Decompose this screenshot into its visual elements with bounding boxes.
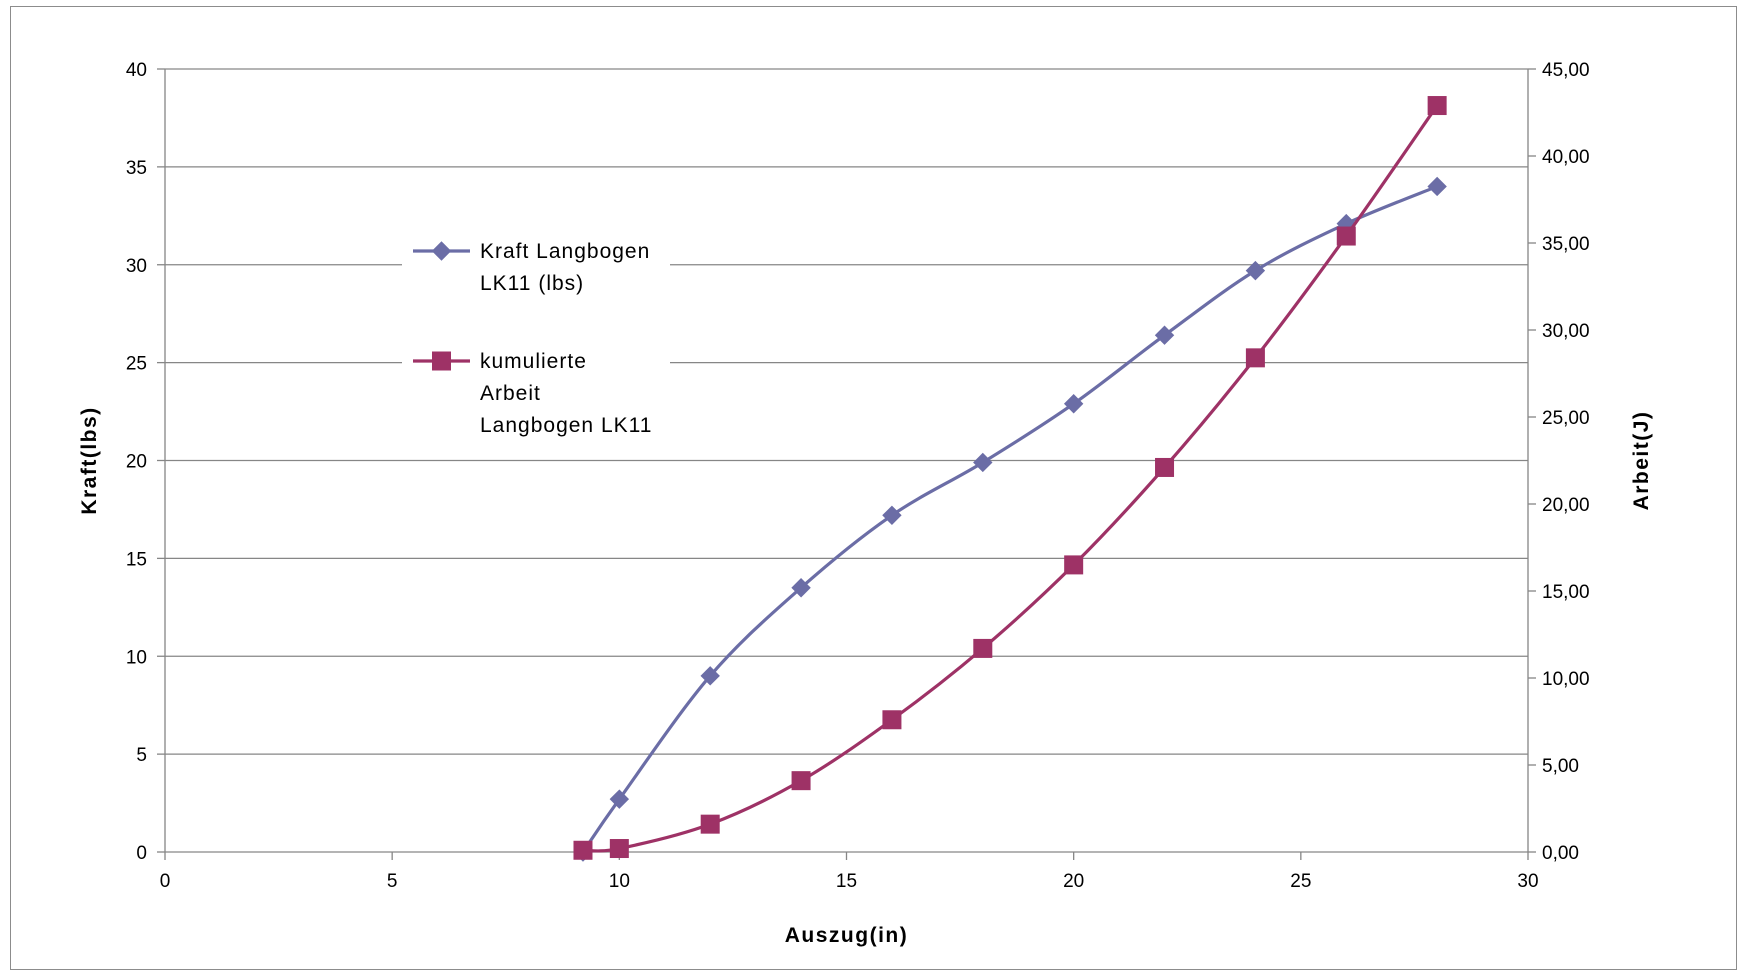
y-tick-label: 30 bbox=[126, 256, 147, 277]
x-tick-label: 25 bbox=[1290, 871, 1311, 892]
x-tick-label: 20 bbox=[1063, 871, 1084, 892]
axes bbox=[157, 68, 1536, 860]
y-tick-label: 10 bbox=[126, 647, 147, 668]
data-point bbox=[973, 452, 993, 473]
data-point bbox=[1064, 555, 1084, 575]
x-tick-label: 15 bbox=[836, 871, 857, 892]
y-axis-title: Kraft(lbs) bbox=[78, 406, 101, 514]
y2-tick-label: 15,00 bbox=[1542, 582, 1590, 603]
tick-labels: 0 5 10 15 20 25 30 35 40 0,00 5,00 10,00 15,00 20,00 2… bbox=[126, 60, 1590, 892]
y2-tick-label: 40,00 bbox=[1542, 147, 1590, 168]
legend-background bbox=[402, 222, 670, 444]
legend-label: LK11 (lbs) bbox=[480, 272, 584, 295]
series-layer bbox=[573, 96, 1447, 862]
data-point bbox=[882, 505, 902, 526]
data-point bbox=[791, 771, 811, 791]
y-tick-label: 20 bbox=[126, 452, 147, 473]
data-point bbox=[1427, 96, 1447, 116]
y2-tick-label: 25,00 bbox=[1542, 408, 1590, 429]
x-tick-label: 0 bbox=[160, 871, 171, 892]
x-tick-label: 10 bbox=[609, 871, 630, 892]
data-point bbox=[573, 840, 593, 860]
data-point bbox=[609, 789, 630, 809]
series-line bbox=[582, 104, 1439, 853]
x-tick-label: 5 bbox=[387, 871, 398, 892]
legend-label: Langbogen LK11 bbox=[480, 414, 652, 437]
y2-tick-label: 0,00 bbox=[1542, 843, 1579, 864]
data-point bbox=[882, 710, 902, 730]
data-point bbox=[1336, 226, 1356, 246]
y-tick-label: 35 bbox=[126, 158, 147, 179]
y-tick-label: 0 bbox=[136, 843, 147, 864]
legend-item-1: Kraft Langbogen LK11 (lbs) bbox=[413, 240, 650, 295]
gridlines bbox=[165, 68, 1528, 755]
y2-tick-label: 45,00 bbox=[1542, 60, 1590, 81]
data-point bbox=[1155, 457, 1175, 477]
series-1 bbox=[573, 176, 1447, 862]
legend: Kraft Langbogen LK11 (lbs) kumulierte Arbei… bbox=[402, 222, 670, 444]
data-point bbox=[700, 666, 720, 686]
series-2 bbox=[573, 96, 1447, 860]
legend-item-2: kumulierte Arbeit Langbogen LK11 bbox=[413, 350, 652, 437]
y2-tick-label: 30,00 bbox=[1542, 321, 1590, 342]
y-tick-label: 25 bbox=[126, 354, 147, 375]
data-point bbox=[609, 839, 629, 859]
legend-label: Arbeit bbox=[480, 382, 541, 405]
y-tick-label: 15 bbox=[126, 549, 147, 570]
x-tick-label: 30 bbox=[1517, 871, 1538, 892]
legend-label: Kraft Langbogen bbox=[480, 240, 650, 263]
data-point bbox=[1245, 260, 1266, 281]
y2-tick-label: 35,00 bbox=[1542, 234, 1590, 255]
legend-label: kumulierte bbox=[480, 350, 587, 373]
data-point bbox=[973, 638, 993, 658]
data-point bbox=[791, 578, 811, 598]
data-point bbox=[1154, 325, 1175, 345]
y-tick-label: 40 bbox=[126, 60, 147, 81]
y2-tick-label: 5,00 bbox=[1542, 756, 1579, 777]
data-point bbox=[1245, 348, 1265, 368]
legend-marker bbox=[432, 351, 451, 371]
y-tick-label: 5 bbox=[136, 745, 147, 766]
data-point bbox=[1427, 176, 1447, 197]
legend-marker bbox=[431, 241, 452, 261]
data-point bbox=[700, 814, 720, 834]
data-point bbox=[1063, 394, 1084, 414]
y2-axis-title: Arbeit(J) bbox=[1630, 411, 1653, 511]
x-axis-title: Auszug(in) bbox=[785, 924, 908, 947]
y2-tick-label: 10,00 bbox=[1542, 669, 1590, 690]
y2-tick-label: 20,00 bbox=[1542, 495, 1590, 516]
